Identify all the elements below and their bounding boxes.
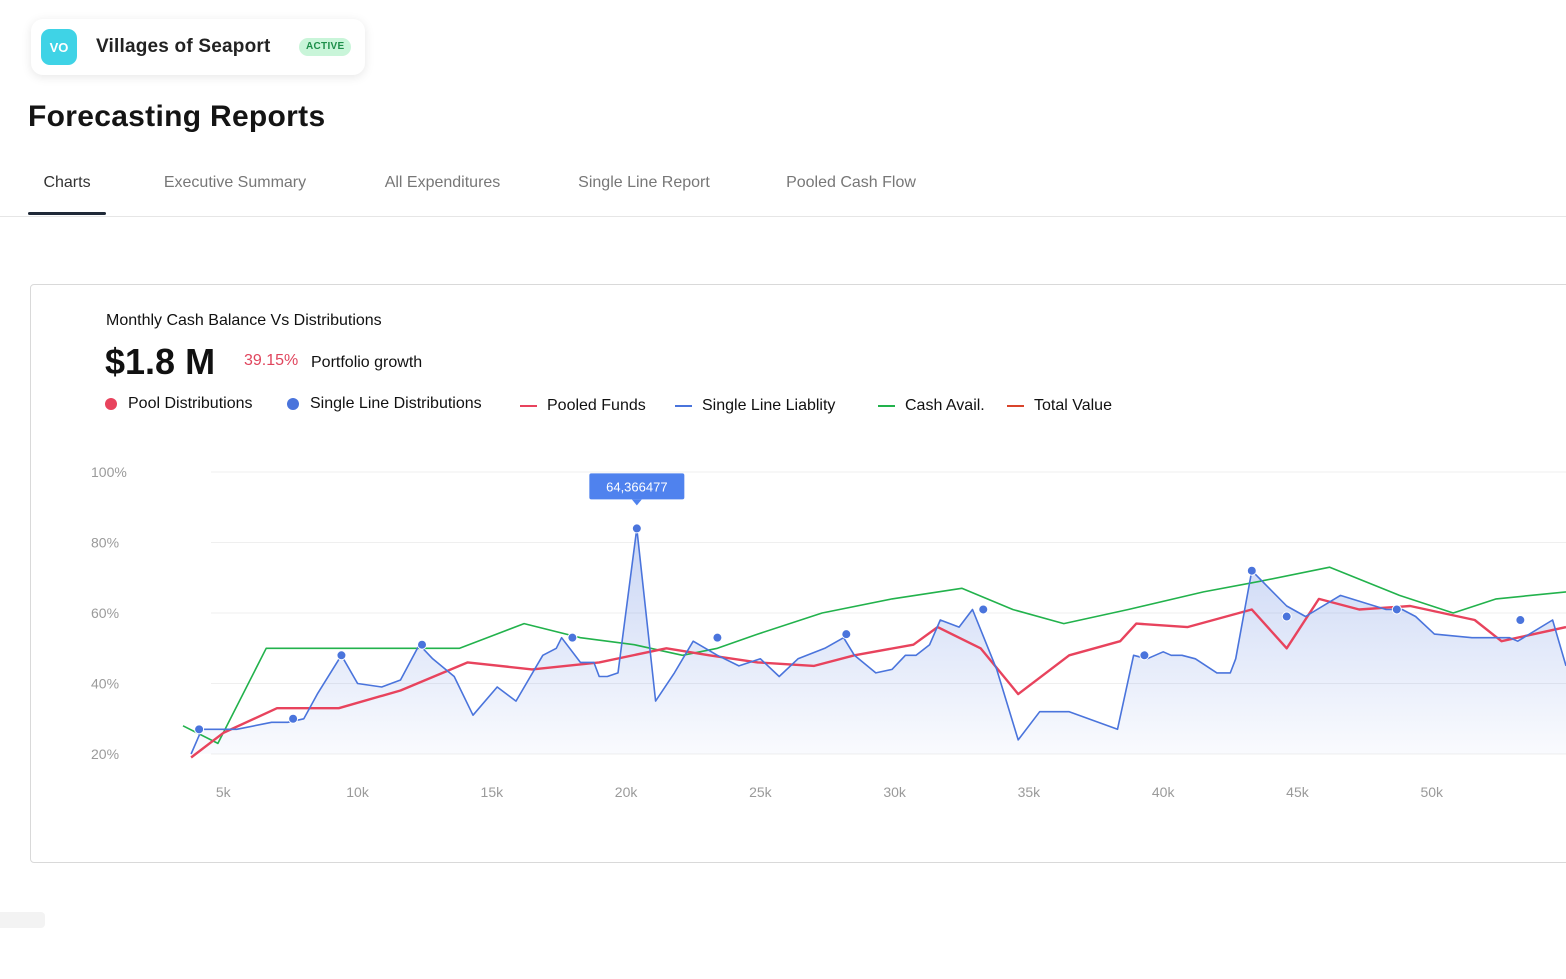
tab-executive-summary[interactable]: Executive Summary [163,174,307,191]
legend-cash-avail[interactable]: Cash Avail. [878,397,985,415]
x-tick-label: 10k [346,784,370,800]
legend-dot-icon [105,398,117,410]
data-point-marker [336,650,347,661]
x-tick-label: 20k [615,784,639,800]
y-tick-label: 60% [91,605,119,621]
project-card[interactable]: VO Villages of Seaport ACTIVE [31,19,365,75]
y-tick-label: 80% [91,535,119,551]
data-point-marker [288,713,299,724]
data-point-marker [631,523,642,534]
status-badge: ACTIVE [299,38,352,56]
data-point-marker [1139,650,1150,661]
tab-charts[interactable]: Charts [43,174,91,191]
x-tick-label: 5k [216,784,232,800]
legend-line-icon [520,405,537,407]
project-avatar: VO [41,29,77,65]
legend-label: Single Line Liablity [702,397,836,414]
x-tick-label: 50k [1420,784,1444,800]
footer-stub [0,912,45,928]
data-point-marker [1281,611,1292,622]
x-tick-label: 45k [1286,784,1310,800]
legend-total-value[interactable]: Total Value [1007,397,1112,415]
legend-line-icon [878,405,895,407]
legend-label: Single Line Distributions [310,395,482,412]
report-tabs: Charts Executive Summary All Expenditure… [0,160,1566,217]
legend-label: Pool Distributions [128,395,253,412]
data-point-marker [417,639,428,650]
legend-label: Pooled Funds [547,397,646,414]
data-point-marker [712,632,723,643]
active-tab-indicator [28,212,106,215]
data-point-marker [1391,604,1402,615]
legend-line-icon [1007,405,1024,407]
y-tick-label: 40% [91,676,119,692]
data-point-marker [841,629,852,640]
legend-pool-distributions[interactable]: Pool Distributions [105,395,253,413]
legend-line-icon [675,405,692,407]
plot-area [182,523,1566,759]
data-point-marker [567,632,578,643]
x-tick-label: 15k [481,784,505,800]
tooltip-label: 64,366477 [606,479,667,494]
data-point-marker [978,604,989,615]
legend-label: Total Value [1034,397,1112,414]
series-area-single-line-liablity [191,528,1566,754]
growth-label: Portfolio growth [311,354,423,371]
legend-label: Cash Avail. [905,397,985,414]
legend-single-line-distributions[interactable]: Single Line Distributions [287,395,482,413]
legend-dot-icon [287,398,299,410]
y-tick-label: 100% [91,464,127,480]
chart-title: Monthly Cash Balance Vs Distributions [106,312,382,329]
tab-all-expenditures[interactable]: All Expenditures [384,174,501,191]
data-point-marker [1515,615,1526,626]
chart-card: Monthly Cash Balance Vs Distributions $1… [30,284,1566,863]
series-line-cash-avail- [182,566,1566,745]
headline-value: $1.8 M [105,341,216,382]
page-title: Forecasting Reports [28,100,326,133]
legend-single-line-liablity[interactable]: Single Line Liablity [675,397,835,415]
growth-percent: 39.15% [244,352,299,369]
tooltip-box [589,473,685,500]
x-tick-label: 40k [1152,784,1176,800]
data-point-marker [194,724,205,735]
tooltip-pointer [631,499,642,506]
legend-pooled-funds[interactable]: Pooled Funds [520,397,646,415]
project-name: Villages of Seaport [96,36,271,57]
tab-single-line-report[interactable]: Single Line Report [578,174,710,191]
x-tick-label: 35k [1018,784,1042,800]
data-point-marker [1246,565,1257,576]
tab-pooled-cash-flow[interactable]: Pooled Cash Flow [786,174,916,191]
x-tick-label: 30k [883,784,907,800]
y-tick-label: 20% [91,746,119,762]
series-line-single-line-liablity [190,527,1566,755]
x-tick-label: 25k [749,784,773,800]
